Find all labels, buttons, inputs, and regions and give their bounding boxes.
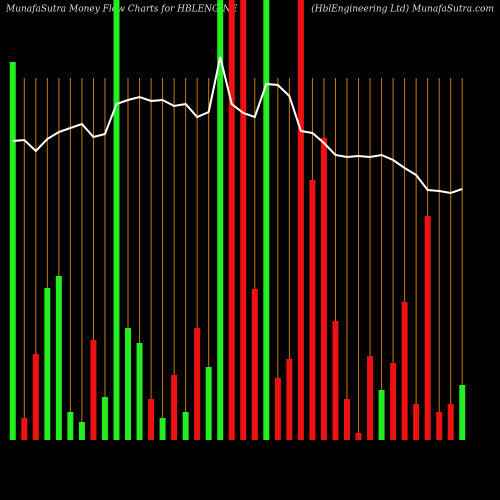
bar: [217, 0, 224, 440]
bar: [240, 0, 247, 440]
bar: [320, 138, 327, 440]
bar: [286, 359, 293, 440]
bar: [263, 0, 270, 440]
bar: [447, 404, 454, 440]
bar: [367, 356, 374, 440]
bar: [459, 385, 466, 440]
bar: [90, 340, 97, 440]
bar: [159, 418, 166, 440]
bar: [125, 328, 132, 440]
bar: [378, 390, 385, 440]
bar: [297, 0, 304, 440]
bar: [436, 412, 443, 440]
bar: [355, 433, 362, 440]
bar: [148, 399, 155, 440]
bar: [113, 0, 120, 440]
bar: [274, 378, 281, 440]
bar: [9, 62, 16, 440]
bar: [21, 418, 28, 440]
bar: [32, 354, 39, 440]
bar: [332, 321, 339, 440]
bar: [413, 404, 420, 440]
bar: [55, 276, 62, 440]
bar: [228, 0, 235, 440]
chart-title: MunafaSutra Money Flow Charts for HBLENG…: [5, 5, 238, 15]
bar: [205, 367, 212, 440]
bar: [424, 216, 431, 440]
bar: [343, 399, 350, 440]
bar: [101, 397, 108, 440]
bar: [171, 375, 178, 440]
bar: [390, 363, 397, 440]
bar: [309, 180, 316, 440]
bar: [67, 412, 74, 440]
money-flow-line: [12, 56, 463, 195]
bar: [44, 288, 51, 440]
bar: [78, 422, 85, 440]
bar: [194, 328, 201, 440]
bar: [136, 343, 143, 440]
bar: [182, 412, 189, 440]
bar: [401, 302, 408, 440]
bar: [251, 289, 258, 440]
chart-subtitle: (HblEngineering Ltd) MunafaSutra.com: [311, 4, 494, 15]
